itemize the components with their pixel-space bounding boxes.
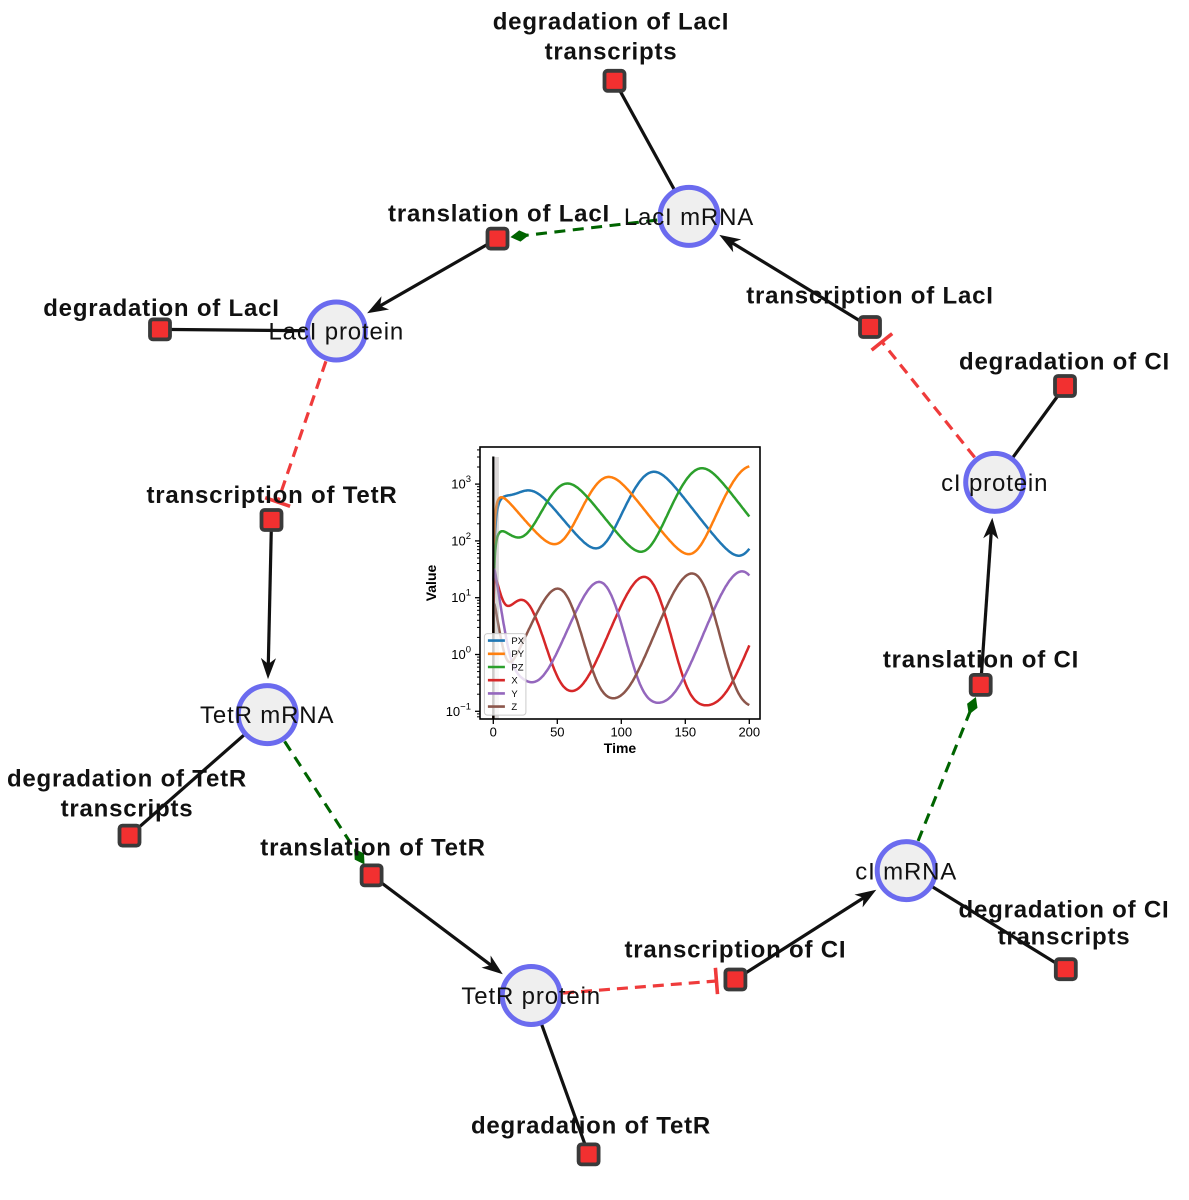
svg-text:PX: PX [511, 636, 524, 647]
svg-text:degradation of TetR: degradation of TetR [471, 1113, 711, 1140]
svg-text:TetR protein: TetR protein [461, 983, 601, 1010]
svg-text:150: 150 [674, 725, 696, 740]
svg-text:LacI protein: LacI protein [268, 319, 404, 346]
svg-text:50: 50 [550, 725, 564, 740]
svg-text:LacI mRNA: LacI mRNA [624, 204, 754, 231]
svg-text:transcripts: transcripts [545, 39, 678, 66]
svg-text:PZ: PZ [511, 662, 523, 673]
svg-text:degradation of TetR: degradation of TetR [7, 766, 247, 793]
svg-text:translation of CI: translation of CI [883, 647, 1079, 674]
svg-text:degradation of CI: degradation of CI [959, 349, 1170, 376]
svg-text:transcripts: transcripts [998, 924, 1131, 951]
svg-text:X: X [511, 676, 518, 687]
svg-text:Z: Z [511, 702, 517, 713]
svg-text:transcription of CI: transcription of CI [624, 937, 846, 964]
svg-text:transcripts: transcripts [61, 796, 194, 823]
svg-text:degradation of LacI: degradation of LacI [493, 9, 730, 36]
svg-text:0: 0 [490, 725, 497, 740]
svg-text:transcription of TetR: transcription of TetR [146, 482, 397, 509]
svg-text:translation of LacI: translation of LacI [388, 201, 610, 228]
svg-text:Value: Value [423, 565, 439, 602]
svg-text:PY: PY [511, 649, 524, 660]
svg-text:degradation of CI: degradation of CI [959, 897, 1170, 924]
svg-text:transcription of LacI: transcription of LacI [746, 283, 994, 310]
svg-text:translation of TetR: translation of TetR [260, 835, 485, 862]
svg-text:Y: Y [511, 689, 518, 700]
svg-text:Time: Time [604, 740, 637, 756]
svg-text:degradation of LacI: degradation of LacI [43, 295, 280, 322]
svg-text:100: 100 [610, 725, 632, 740]
svg-text:cI protein: cI protein [941, 470, 1048, 497]
svg-text:200: 200 [738, 725, 760, 740]
svg-text:TetR mRNA: TetR mRNA [200, 702, 334, 729]
svg-text:cI mRNA: cI mRNA [855, 859, 957, 886]
